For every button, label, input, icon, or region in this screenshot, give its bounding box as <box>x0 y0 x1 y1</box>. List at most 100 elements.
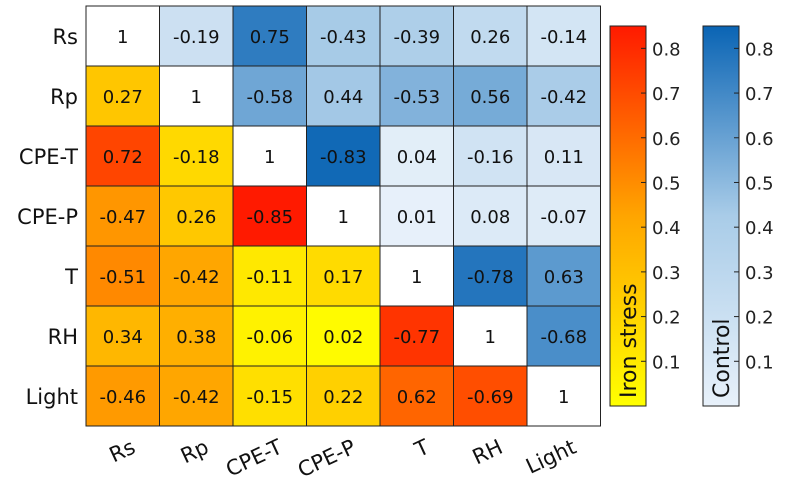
heatmap-cell-Rp-Rs <box>85 65 160 127</box>
cell-value-Rs-T: -0.39 <box>393 27 440 48</box>
cell-value-Rs-RH: 0.26 <box>470 27 510 48</box>
colorbar-control: 0.1 0.2 0.3 0.4 0.5 0.6 0.7 0.8 Control <box>702 25 774 407</box>
cell-value-T-Light: 0.63 <box>544 267 584 288</box>
cell-value-RH-CPE-T: -0.06 <box>246 327 293 348</box>
cell-value-T-RH: -0.78 <box>467 267 514 288</box>
column-label-RH: RH <box>469 435 507 470</box>
cell-value-Rp-T: -0.53 <box>393 87 440 108</box>
cell-value-Rp-Light: -0.42 <box>540 87 587 108</box>
heatmap-cell-T-CPE-T <box>232 245 307 307</box>
colorbar-tick-label: 0.3 <box>745 263 774 284</box>
heatmap-cell-CPE-T-T <box>379 125 454 187</box>
colorbar-tick-label: 0.4 <box>652 218 681 239</box>
cell-value-Light-Light: 1 <box>558 387 569 408</box>
colorbar-label: Control <box>710 318 735 398</box>
cell-value-Rs-Rs: 1 <box>117 27 128 48</box>
colorbar-tick-label: 0.7 <box>652 84 681 105</box>
cell-value-RH-Light: -0.68 <box>540 327 587 348</box>
heatmap-cell-Rs-Rp <box>159 5 234 67</box>
cell-value-CPE-T-RH: -0.16 <box>467 147 514 168</box>
cell-value-Light-CPE-T: -0.15 <box>246 387 293 408</box>
heatmap-cell-Light-CPE-T <box>232 365 307 427</box>
row-label-T: T <box>64 265 78 289</box>
row-label-Light: Light <box>26 385 78 409</box>
cell-value-RH-T: -0.77 <box>393 327 440 348</box>
heatmap-cell-CPE-P-CPE-P <box>306 185 381 247</box>
cell-value-CPE-T-Rp: -0.18 <box>173 147 220 168</box>
heatmap-cells <box>85 5 601 427</box>
cell-value-RH-Rp: 0.38 <box>176 327 216 348</box>
heatmap-cell-RH-CPE-P <box>306 305 381 367</box>
cell-value-T-CPE-T: -0.11 <box>246 267 293 288</box>
heatmap-cell-Light-T <box>379 365 454 427</box>
colorbar-tick-label: 0.5 <box>652 173 681 194</box>
heatmap-cell-CPE-T-Light <box>526 125 601 187</box>
column-labels: Rs Rp CPE-T CPE-P T RH Light <box>106 435 580 483</box>
heatmap-cell-CPE-P-Rs <box>85 185 160 247</box>
column-label-CPE-P: CPE-P <box>294 435 359 482</box>
cell-value-Light-Rp: -0.42 <box>173 387 220 408</box>
heatmap-cell-Rs-CPE-T <box>232 5 307 67</box>
column-label-T: T <box>410 435 433 463</box>
heatmap-cell-CPE-P-Rp <box>159 185 234 247</box>
heatmap-cell-Rs-Rs <box>85 5 160 67</box>
heatmap-cell-RH-CPE-T <box>232 305 307 367</box>
heatmap-cell-Light-CPE-P <box>306 365 381 427</box>
cell-value-Light-CPE-P: 0.22 <box>323 387 363 408</box>
cell-value-CPE-P-T: 0.01 <box>397 207 437 228</box>
cell-value-CPE-T-Light: 0.11 <box>544 147 584 168</box>
colorbar-tick-label: 0.8 <box>745 39 774 60</box>
colorbar-gradient <box>609 25 647 407</box>
cell-value-Rp-CPE-T: -0.58 <box>246 87 293 108</box>
heatmap-cell-Rs-CPE-P <box>306 5 381 67</box>
cell-value-T-CPE-P: 0.17 <box>323 267 363 288</box>
colorbar-tick-label: 0.5 <box>745 173 774 194</box>
column-label-Rp: Rp <box>177 435 212 469</box>
cell-value-Rs-Rp: -0.19 <box>173 27 220 48</box>
heatmap-cell-CPE-T-CPE-P <box>306 125 381 187</box>
colorbar-iron-stress: 0.1 0.2 0.3 0.4 0.5 0.6 0.7 0.8 Iron stress <box>609 25 681 407</box>
heatmap-cell-T-Rs <box>85 245 160 307</box>
heatmap-cell-Light-Light <box>526 365 601 427</box>
colorbar-tick-label: 0.4 <box>745 218 774 239</box>
colorbar-tick-label: 0.2 <box>745 308 774 329</box>
cell-value-RH-CPE-P: 0.02 <box>323 327 363 348</box>
heatmap-cell-Rp-CPE-T <box>232 65 307 127</box>
cell-value-Rp-Rs: 0.27 <box>103 87 143 108</box>
row-label-Rp: Rp <box>50 85 78 109</box>
cell-value-CPE-P-CPE-T: -0.85 <box>246 207 293 228</box>
cell-value-RH-RH: 1 <box>485 327 496 348</box>
heatmap-cell-CPE-T-Rp <box>159 125 234 187</box>
cell-value-CPE-P-CPE-P: 1 <box>338 207 349 228</box>
heatmap-cell-RH-T <box>379 305 454 367</box>
cell-value-T-T: 1 <box>411 267 422 288</box>
cell-value-Rp-Rp: 1 <box>191 87 202 108</box>
row-labels: Rs Rp CPE-T CPE-P T RH Light <box>17 25 78 409</box>
heatmap-cell-CPE-T-RH <box>453 125 528 187</box>
row-label-CPE-T: CPE-T <box>19 145 78 169</box>
heatmap-cell-Rs-RH <box>453 5 528 67</box>
cell-value-CPE-T-Rs: 0.72 <box>103 147 143 168</box>
cell-value-CPE-P-Rp: 0.26 <box>176 207 216 228</box>
cell-value-Light-T: 0.62 <box>397 387 437 408</box>
column-label-Light: Light <box>522 435 580 479</box>
heatmap-cell-RH-Rp <box>159 305 234 367</box>
heatmap-cell-RH-Light <box>526 305 601 367</box>
cell-value-Rp-RH: 0.56 <box>470 87 510 108</box>
cell-value-T-Rp: -0.42 <box>173 267 220 288</box>
colorbar-tick-label: 0.1 <box>652 352 681 373</box>
colorbar-tick-label: 0.3 <box>652 263 681 284</box>
colorbar-tick-label: 0.6 <box>745 129 774 150</box>
colorbar-tick-label: 0.8 <box>652 39 681 60</box>
colorbar-label: Iron stress <box>617 283 642 398</box>
heatmap-cell-labels: 1 -0.19 0.75 -0.43 -0.39 0.26 -0.14 0.27 1 -0.58 0… <box>99 27 587 408</box>
column-label-CPE-T: CPE-T <box>222 435 286 482</box>
heatmap-cell-CPE-P-Light <box>526 185 601 247</box>
row-label-RH: RH <box>48 325 78 349</box>
cell-value-Rs-CPE-P: -0.43 <box>320 27 367 48</box>
cell-value-CPE-T-T: 0.04 <box>397 147 437 168</box>
cell-value-Rp-CPE-P: 0.44 <box>323 87 363 108</box>
cell-value-CPE-P-Light: -0.07 <box>540 207 587 228</box>
cell-value-CPE-P-RH: 0.08 <box>470 207 510 228</box>
